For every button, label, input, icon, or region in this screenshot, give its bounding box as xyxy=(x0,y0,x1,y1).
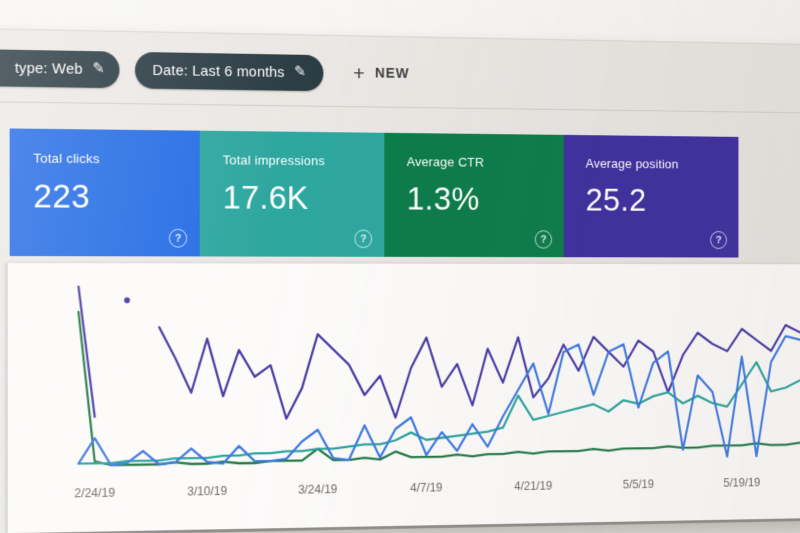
x-axis-label: 4/21/19 xyxy=(514,479,552,493)
card-label: Average position xyxy=(585,156,679,172)
card-value: 1.3% xyxy=(406,180,480,218)
average-position-card[interactable]: Average position 25.2 ? xyxy=(563,134,739,258)
x-axis-label: 3/24/19 xyxy=(298,482,337,496)
x-axis-label: 3/10/19 xyxy=(187,484,227,498)
help-icon[interactable]: ? xyxy=(354,229,373,249)
card-value: 25.2 xyxy=(585,181,647,219)
card-label: Total clicks xyxy=(33,150,100,167)
date-range-filter-chip[interactable]: Date: Last 6 months ✎ xyxy=(135,51,324,91)
x-axis-label: 5/5/19 xyxy=(623,477,654,491)
performance-chart[interactable]: 2/24/19 3/10/19 3/24/19 4/7/19 4/21/19 5/5/19… xyxy=(8,263,800,522)
date-chip-label: Date: Last 6 months xyxy=(152,61,285,81)
edit-pencil-icon: ✎ xyxy=(294,63,307,81)
search-type-filter-chip[interactable]: type: Web ✎ xyxy=(0,48,120,88)
card-value: 223 xyxy=(33,177,90,216)
series-point-Average position xyxy=(124,297,130,304)
plus-icon: + xyxy=(353,62,365,85)
series-line-Average position xyxy=(159,325,800,420)
x-axis-label: 4/7/19 xyxy=(410,481,442,495)
x-axis-label: 2/24/19 xyxy=(74,486,115,501)
help-icon[interactable]: ? xyxy=(710,231,727,250)
search-console-screen: type: Web ✎ Date: Last 6 months ✎ + NEW … xyxy=(0,28,800,533)
filter-toolbar: type: Web ✎ Date: Last 6 months ✎ + NEW xyxy=(0,48,800,100)
new-filter-button[interactable]: + NEW xyxy=(348,62,415,85)
help-icon[interactable]: ? xyxy=(168,228,188,248)
help-icon[interactable]: ? xyxy=(534,230,553,249)
toolbar-divider xyxy=(0,101,800,114)
series-line-Average CTR xyxy=(79,310,800,465)
card-value: 17.6K xyxy=(222,179,309,217)
performance-chart-panel: 2/24/19 3/10/19 3/24/19 4/7/19 4/21/19 5/5/19… xyxy=(7,263,800,533)
series-line-Average position xyxy=(79,287,95,417)
total-impressions-card[interactable]: Total impressions 17.6K ? xyxy=(199,130,385,257)
edit-pencil-icon: ✎ xyxy=(92,60,105,78)
card-label: Average CTR xyxy=(406,154,485,170)
series-line-Total clicks xyxy=(79,336,800,465)
x-axis-label: 5/19/19 xyxy=(723,476,760,490)
average-ctr-card[interactable]: Average CTR 1.3% ? xyxy=(384,132,564,258)
metric-cards-row: Total clicks 223 ? Total impressions 17.… xyxy=(9,128,739,258)
card-label: Total impressions xyxy=(222,152,325,169)
new-button-label: NEW xyxy=(375,65,410,82)
total-clicks-card[interactable]: Total clicks 223 ? xyxy=(9,128,200,257)
search-type-chip-label: type: Web xyxy=(14,59,83,78)
